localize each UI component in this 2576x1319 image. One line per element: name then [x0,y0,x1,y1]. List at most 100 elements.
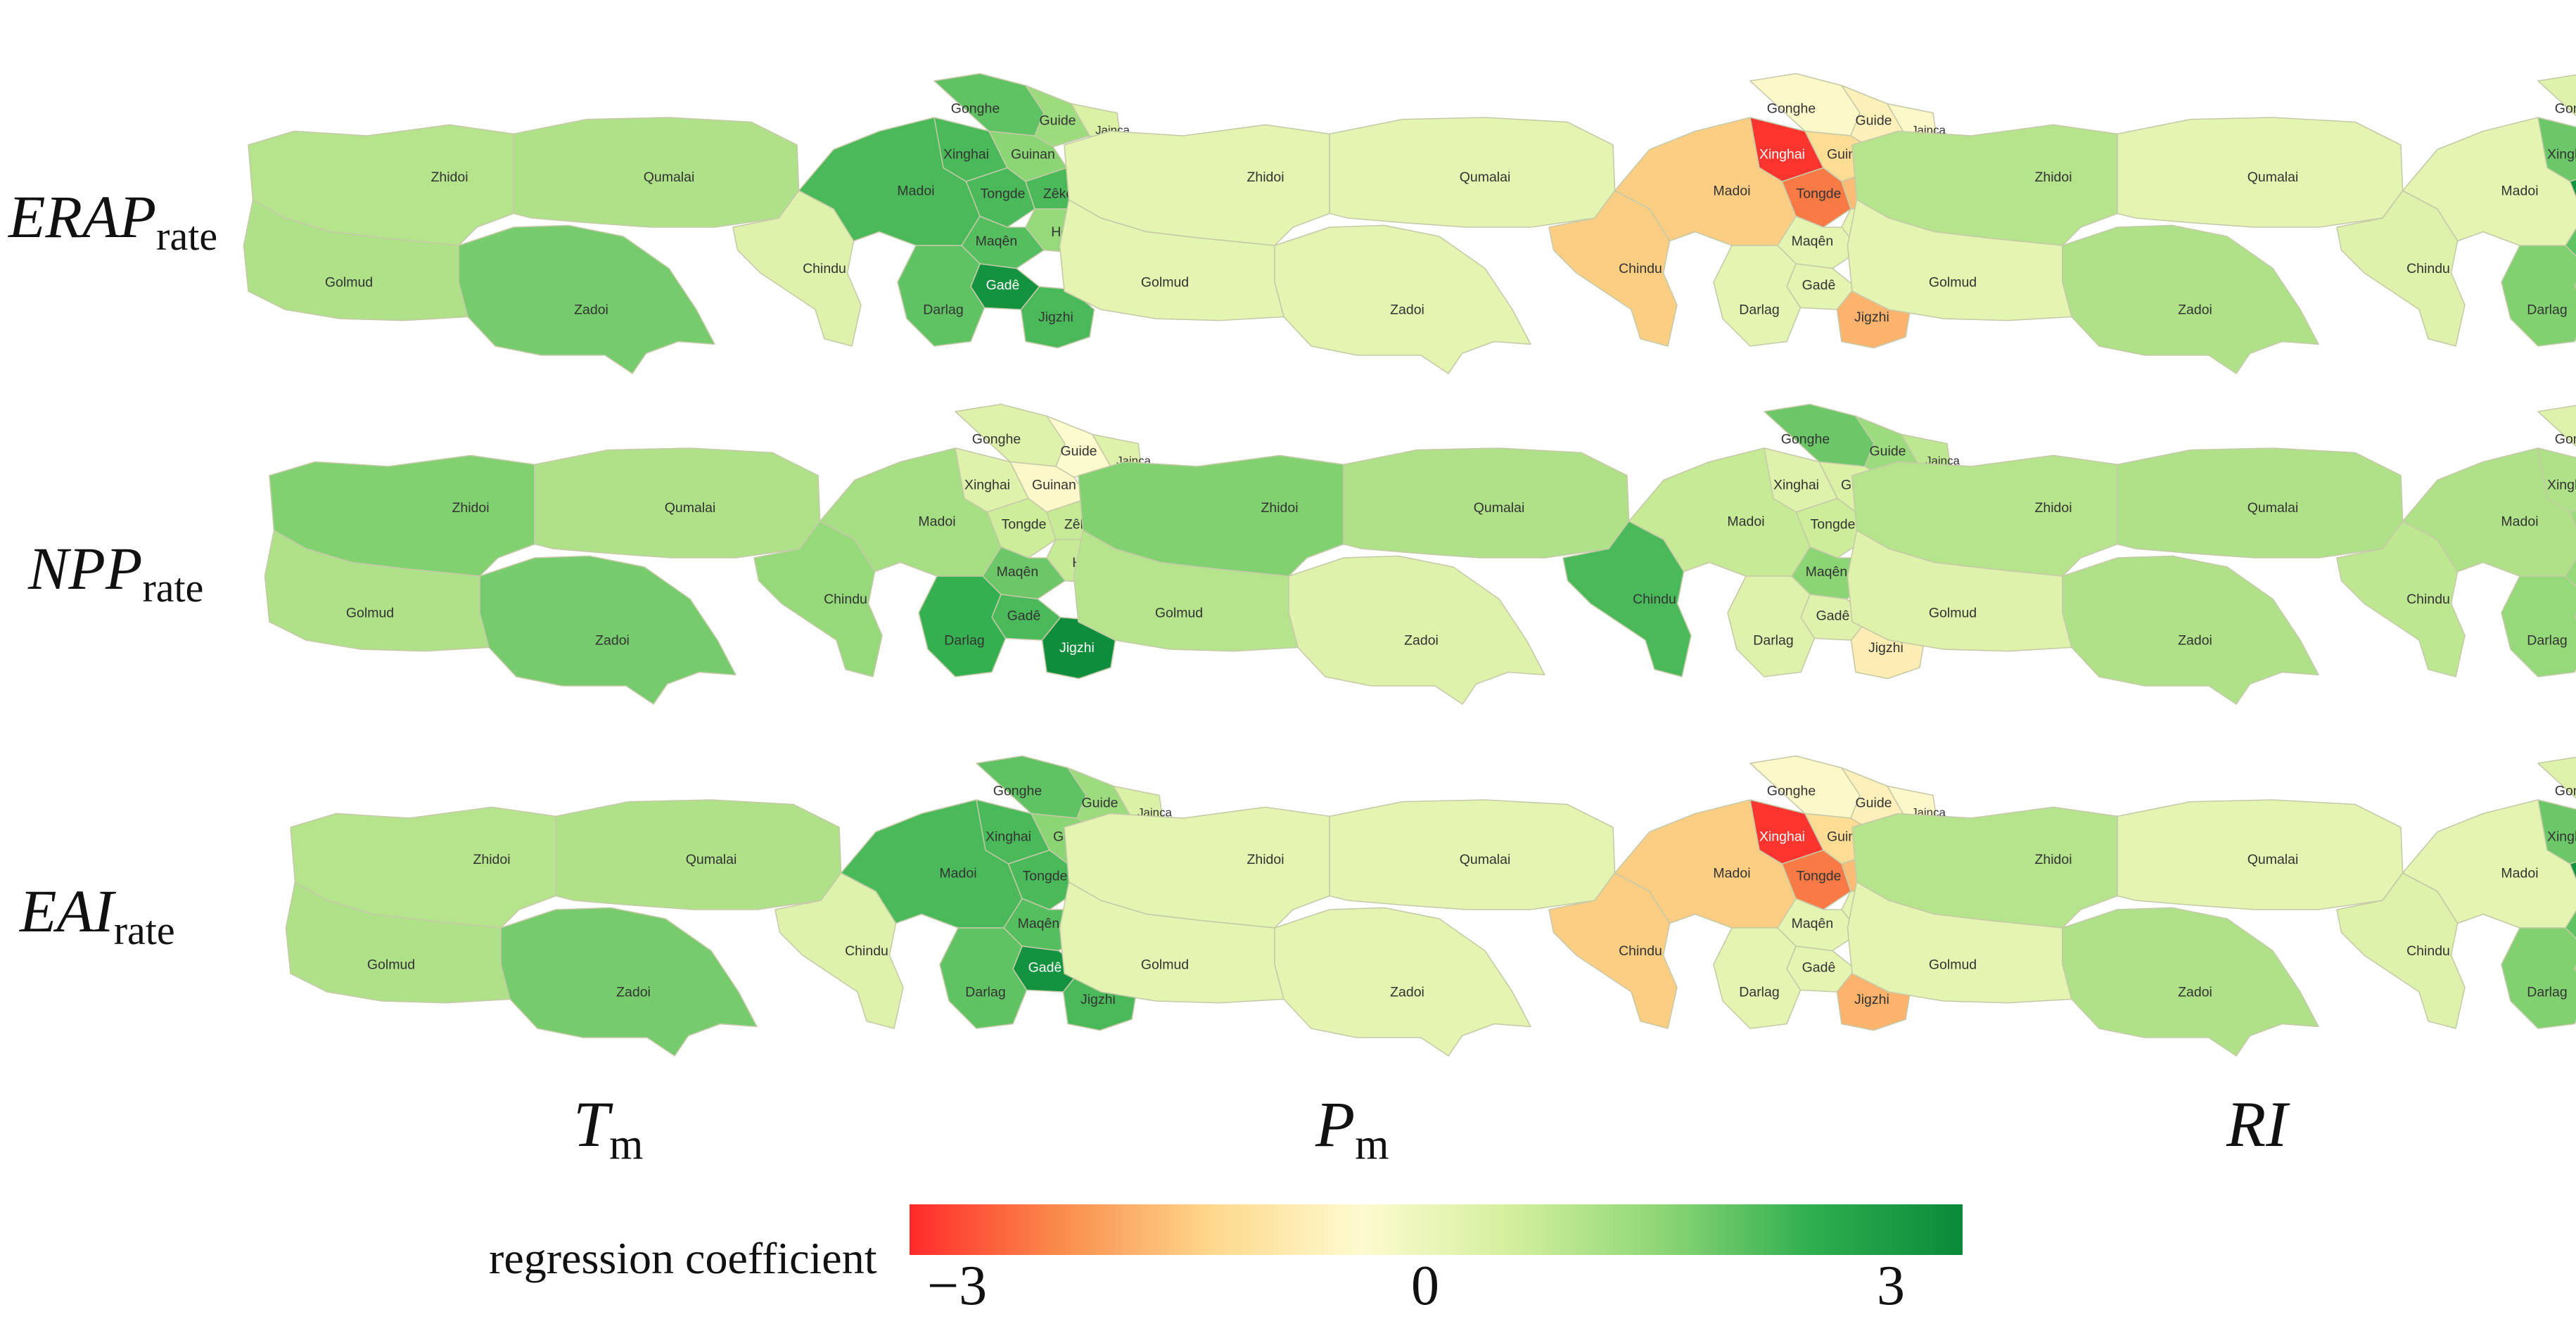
row-label-sub: rate [156,213,218,259]
county-label-guinan: Guinan [1032,478,1076,493]
row-label-eai: EAIrate [20,876,175,953]
county-jigzhi [1020,286,1095,349]
row-label-sub: rate [142,565,204,611]
county-label-chindu: Chindu [2406,592,2450,607]
county-label-zadoi: Zadoi [2178,633,2212,649]
county-label-madoi: Madoi [1713,184,1750,199]
county-xinghai [2537,117,2576,182]
county-label-jigzhi: Jigzhi [1038,310,1073,325]
county-label-zhidoi: Zhidoi [1246,170,1284,185]
county-zadoi [458,224,715,374]
county-label-gonghe: Gonghe [951,101,1000,117]
county-label-guide: Guide [1869,443,1906,459]
county-label-zadoi: Zadoi [574,302,608,318]
county-label-maqên: Maqên [976,234,1018,249]
county-label-jigzhi: Jigzhi [1868,640,1904,656]
county-label-qumalai: Qumalai [2247,500,2299,516]
county-label-zhidoi: Zhidoi [2034,500,2072,516]
col-label-pm: Pm [1315,1087,1389,1168]
legend-tick-min: −3 [927,1255,988,1317]
county-label-maqên: Maqên [1792,234,1834,249]
county-zadoi [500,907,758,1057]
county-xinghai [2537,799,2576,865]
county-label-zadoi: Zadoi [1390,985,1424,1000]
county-label-tongde: Tongde [1002,516,1047,532]
county-label-xinghai: Xinghai [1773,478,1819,493]
county-darlag [2501,575,2576,677]
county-label-xinghai: Xinghai [986,829,1031,845]
county-label-zadoi: Zadoi [595,633,630,649]
county-label-jigzhi: Jigzhi [1059,640,1095,656]
county-gonghe [2537,756,2576,799]
county-label-golmud: Golmud [1141,957,1189,973]
county-label-darlag: Darlag [923,302,963,318]
county-label-darlag: Darlag [1739,302,1779,318]
county-label-gonghe: Gonghe [972,432,1021,447]
county-label-madoi: Madoi [2501,184,2538,199]
county-label-zhidoi: Zhidoi [2034,852,2072,867]
county-label-madoi: Madoi [1727,514,1764,530]
county-label-zadoi: Zadoi [1404,633,1439,649]
county-darlag [2501,927,2576,1029]
county-label-maqên: Maqên [997,564,1039,580]
county-label-guide: Guide [1039,113,1076,128]
county-label-darlag: Darlag [1739,985,1779,1000]
county-label-zhidoi: Zhidoi [1261,500,1298,516]
county-gonghe [2537,404,2576,447]
county-darlag [1727,575,1816,677]
county-label-madoi: Madoi [939,866,976,881]
county-madoi [2402,447,2576,577]
county-label-zhidoi: Zhidoi [2034,170,2072,185]
county-label-gadê: Gadê [1007,608,1041,623]
county-darlag [939,927,1028,1029]
county-label-guide: Guide [1081,795,1118,810]
county-qumalai [2117,799,2404,910]
county-label-gonghe: Gonghe [2555,101,2576,117]
county-label-gonghe: Gonghe [993,784,1042,799]
county-label-darlag: Darlag [2527,985,2567,1000]
county-label-xinghai: Xinghai [2547,146,2576,162]
legend-tick-max: 3 [1877,1255,1905,1317]
legend-title: regression coefficient [489,1233,877,1283]
county-label-gadê: Gadê [1802,960,1836,975]
county-label-darlag: Darlag [2527,633,2567,649]
county-zadoi [2062,555,2319,705]
county-label-golmud: Golmud [367,957,415,973]
county-qumalai [1329,117,1616,228]
map-panel-r1-c2: Zhidoi Qumalai Golmud Zadoi Chindu Madoi Gongh… [1847,404,2576,705]
col-label-sub: m [1355,1121,1389,1168]
county-label-gadê: Gadê [1802,277,1836,293]
row-label-main: NPP [28,535,143,602]
county-label-golmud: Golmud [1929,606,1977,621]
county-zadoi [2062,224,2319,374]
county-darlag [897,245,986,347]
county-label-zadoi: Zadoi [616,985,651,1000]
county-zadoi [1274,224,1531,374]
county-label-zhidoi: Zhidoi [452,500,489,516]
col-label-main: RI [2226,1088,2288,1160]
map-grid: Zhidoi Qumalai Golmud Zadoi Chindu Madoi Gongh… [243,72,2576,1057]
county-label-madoi: Madoi [2501,866,2538,881]
county-label-golmud: Golmud [346,606,394,621]
county-qumalai [534,447,821,559]
county-label-xinghai: Xinghai [2547,478,2576,493]
county-zadoi [2062,907,2319,1057]
county-label-gonghe: Gonghe [2555,784,2576,799]
county-gonghe [2537,74,2576,117]
col-label-main: T [573,1088,610,1160]
county-label-chindu: Chindu [2406,943,2450,959]
county-label-darlag: Darlag [2527,302,2567,318]
county-darlag [2501,245,2576,347]
county-qumalai [555,799,842,910]
county-label-zhidoi: Zhidoi [1246,852,1284,867]
county-tongde [2569,509,2576,529]
county-label-darlag: Darlag [965,985,1005,1000]
county-label-zadoi: Zadoi [2178,985,2212,1000]
county-label-jigzhi: Jigzhi [1080,992,1116,1007]
row-label-sub: rate [113,907,175,953]
county-label-xinghai: Xinghai [964,478,1010,493]
county-label-xinghai: Xinghai [1759,829,1805,845]
county-label-tongde: Tongde [981,186,1026,201]
county-label-maqên: Maqên [1806,564,1848,580]
